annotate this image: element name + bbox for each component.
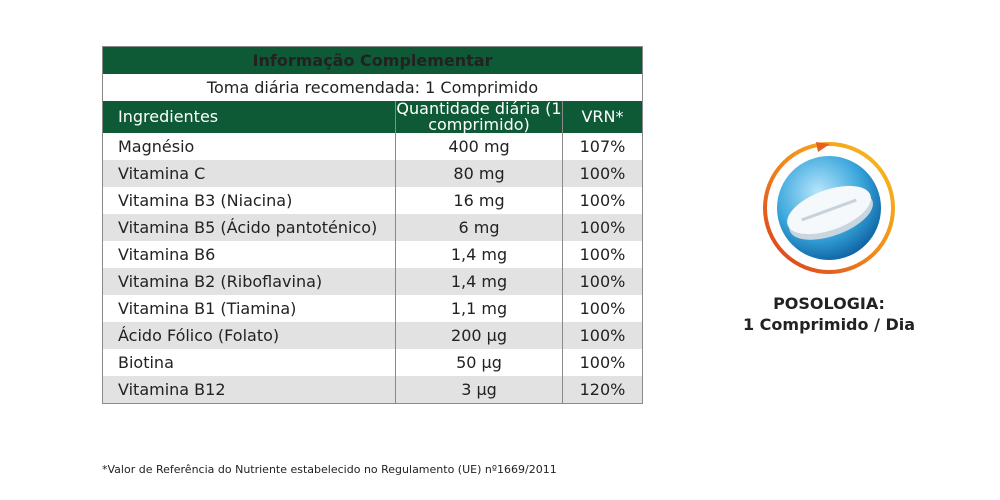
table-cell: 100% [561,214,643,241]
column-header: VRN* [561,101,643,133]
header-row: Ingredientes Quantidade diária (1 comprim… [102,99,643,134]
dosage-text: 1 Comprimido / Dia [742,315,916,334]
table-cell: 100% [561,187,643,214]
subtitle-row: Toma diária recomendada: 1 Comprimido [101,74,643,101]
table-cell: Vitamina B2 (Riboflavina) [102,268,396,295]
table-cell: 6 mg [395,214,563,241]
table-cell: 100% [561,322,643,349]
dosage-icon [763,142,895,274]
table-cell: Vitamina B12 [102,376,396,404]
table-cell: 100% [561,160,643,187]
table-row: Vitamina B3 (Niacina) 16 mg 100% [103,187,643,214]
table-cell: 200 µg [395,322,563,349]
table-cell: Vitamina C [102,160,396,187]
dosage: POSOLOGIA: 1 Comprimido / Dia [700,293,958,335]
table-row: Magnésio 400 mg 107% [103,133,643,160]
table-cell: 400 mg [395,133,563,160]
table-cell: 1,4 mg [395,268,563,295]
dosage-title: POSOLOGIA: [773,294,885,313]
footnote: *Valor de Referência do Nutriente estabe… [102,463,557,476]
table-cell: 80 mg [395,160,563,187]
title-row: Informação Complementar [101,46,643,74]
table-cell: Vitamina B5 (Ácido pantoténico) [102,214,396,241]
nutrition-table: Informação Complementar Toma diária reco… [101,46,644,404]
table-cell: 100% [561,268,643,295]
table-cell: Biotina [118,353,174,372]
table-cell: 1,4 mg [395,241,563,268]
table-subtitle: Toma diária recomendada: 1 Comprimido [101,74,643,101]
table-cell: Vitamina B3 (Niacina) [118,191,293,210]
table-cell: 107% [561,133,643,160]
table-cell: 1,1 mg [395,295,563,322]
table-row: Ácido Fólico (Folato) 200 µg 100% [102,322,643,349]
table-cell: 120% [561,376,643,404]
table-cell: 100% [561,295,643,322]
table-cell: Vitamina B6 [118,245,216,264]
column-header: Quantidade diária (1 comprimido) [395,99,563,134]
table-cell: 16 mg [395,187,563,214]
table-cell: 50 µg [395,349,563,376]
table-row: Vitamina B12 3 µg 120% [102,376,643,404]
table-row: Vitamina B5 (Ácido pantoténico) 6 mg 100% [102,214,643,241]
table-cell: 100% [561,349,643,376]
table-row: Biotina 50 µg 100% [103,349,643,376]
table-cell: 3 µg [395,376,563,404]
table-cell: 100% [561,241,643,268]
table-row: Vitamina C 80 mg 100% [102,160,643,187]
table-cell: Magnésio [118,137,195,156]
column-header: Ingredientes [102,101,396,133]
table-row: Vitamina B6 1,4 mg 100% [103,241,643,268]
table-cell: Ácido Fólico (Folato) [102,322,396,349]
table-title: Informação Complementar [101,46,643,74]
table-cell: Vitamina B1 (Tiamina) [118,299,297,318]
table-row: Vitamina B2 (Riboflavina) 1,4 mg 100% [102,268,643,295]
table-row: Vitamina B1 (Tiamina) 1,1 mg 100% [103,295,643,322]
